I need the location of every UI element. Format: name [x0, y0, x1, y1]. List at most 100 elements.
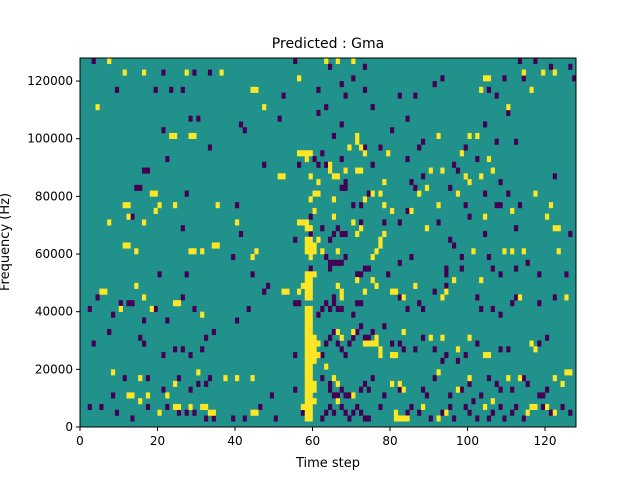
heatmap-cell-low: [490, 409, 495, 416]
heatmap-cell-high: [362, 150, 368, 157]
heatmap-cell-low: [537, 340, 542, 347]
plot-frame: [79, 57, 577, 428]
heatmap-cell-high: [149, 190, 154, 197]
heatmap-cell-low: [324, 340, 329, 347]
heatmap-cell-high: [444, 409, 449, 416]
heatmap-cell-low: [308, 265, 313, 272]
heatmap-cell-high: [455, 346, 461, 353]
heatmap-cell-low: [417, 144, 422, 151]
heatmap-cell-low: [235, 202, 240, 209]
heatmap-cell-high: [413, 282, 418, 289]
heatmap-cell-low: [405, 115, 410, 122]
heatmap-cell-high: [521, 248, 526, 255]
heatmap-cell-low: [490, 265, 495, 272]
heatmap-cell-high: [479, 86, 484, 93]
heatmap-cell-low: [440, 357, 445, 364]
heatmap-cell-low: [95, 294, 100, 301]
heatmap-cell-low: [514, 138, 519, 145]
heatmap-cell-high: [529, 403, 534, 411]
heatmap-cell-low: [432, 375, 437, 382]
heatmap-cell-low: [421, 173, 426, 180]
heatmap-cell-high: [308, 375, 313, 382]
heatmap-cell-high: [552, 225, 557, 232]
heatmap-cell-low: [413, 92, 418, 99]
heatmap-cell-low: [525, 259, 530, 266]
heatmap-cell-high: [401, 415, 406, 422]
heatmap-cell-low: [405, 156, 410, 163]
heatmap-cell-low: [343, 179, 348, 186]
heatmap-cell-high: [506, 375, 511, 382]
heatmap-cell-low: [378, 403, 383, 411]
heatmap-cell-high: [312, 352, 317, 359]
heatmap-cell-low: [560, 403, 565, 411]
heatmap-cell-high: [304, 369, 309, 376]
heatmap-cell-low: [308, 213, 313, 220]
heatmap-cell-high: [204, 403, 209, 411]
heatmap-cell-low: [192, 69, 197, 76]
heatmap-cell-high: [173, 300, 178, 307]
y-tick-label: 20000: [35, 362, 73, 376]
heatmap-cell-low: [498, 202, 503, 209]
heatmap-cell-low: [568, 63, 573, 70]
x-tick-label: 60: [305, 434, 320, 448]
heatmap-cell-low: [250, 271, 255, 278]
heatmap-cell-low: [331, 328, 337, 336]
heatmap-cell-low: [328, 63, 333, 70]
heatmap-cell-low: [180, 86, 185, 93]
heatmap-cell-high: [331, 213, 337, 220]
heatmap-cell-high: [320, 248, 325, 255]
heatmap-cell-high: [304, 328, 309, 336]
heatmap-cell-high: [200, 311, 205, 318]
heatmap-cell-low: [165, 156, 170, 163]
heatmap-cell-low: [173, 346, 178, 353]
heatmap-cell-low: [320, 225, 325, 232]
heatmap-cell-low: [479, 392, 484, 399]
heatmap-cell-high: [304, 248, 309, 255]
heatmap-cell-high: [312, 398, 317, 405]
heatmap-cell-high: [440, 167, 445, 174]
y-tick-label: 0: [65, 420, 73, 434]
heatmap-cell-low: [204, 334, 209, 341]
heatmap-cell-high: [281, 288, 286, 295]
heatmap-cell-high: [308, 248, 313, 255]
heatmap-cell-high: [304, 375, 309, 382]
heatmap-cell-low: [362, 86, 368, 93]
heatmap-cell-low: [448, 184, 453, 191]
heatmap-cell-low: [347, 392, 352, 399]
heatmap-cell-low: [521, 415, 526, 422]
heatmap-cell-low: [455, 167, 461, 174]
heatmap-cell-low: [157, 271, 162, 278]
heatmap-cell-low: [366, 386, 371, 393]
heatmap-cell-high: [455, 190, 461, 197]
heatmap-cell-high: [304, 398, 309, 405]
heatmap-cell-high: [351, 392, 356, 399]
heatmap-cell-low: [111, 392, 116, 399]
heatmap-cell-high: [312, 248, 317, 255]
heatmap-cell-low: [405, 409, 410, 416]
heatmap-cell-high: [378, 242, 383, 249]
heatmap-cell-high: [459, 150, 464, 157]
heatmap-cell-low: [204, 380, 209, 387]
heatmap-cell-high: [568, 369, 573, 376]
heatmap-cell-high: [424, 184, 430, 191]
heatmap-cell-low: [293, 352, 298, 359]
heatmap-cell-low: [409, 254, 414, 261]
heatmap-cell-low: [359, 300, 364, 307]
heatmap-cell-high: [382, 202, 387, 209]
heatmap-cell-low: [494, 92, 499, 99]
heatmap-cell-high: [304, 156, 309, 163]
heatmap-cell-high: [548, 202, 554, 209]
heatmap-cell-low: [428, 415, 433, 422]
heatmap-cell-high: [297, 150, 302, 157]
heatmap-cell-low: [479, 305, 484, 312]
heatmap-cell-high: [304, 288, 309, 295]
heatmap-cell-high: [219, 69, 224, 76]
heatmap-cell-low: [498, 386, 503, 393]
heatmap-cell-low: [281, 92, 286, 99]
heatmap-cell-high: [370, 277, 375, 284]
heatmap-cell-high: [312, 346, 317, 353]
heatmap-cell-high: [192, 248, 197, 255]
heatmap-cell-high: [304, 219, 309, 226]
heatmap-cell-high: [300, 403, 306, 411]
heatmap-cell-high: [374, 282, 379, 289]
